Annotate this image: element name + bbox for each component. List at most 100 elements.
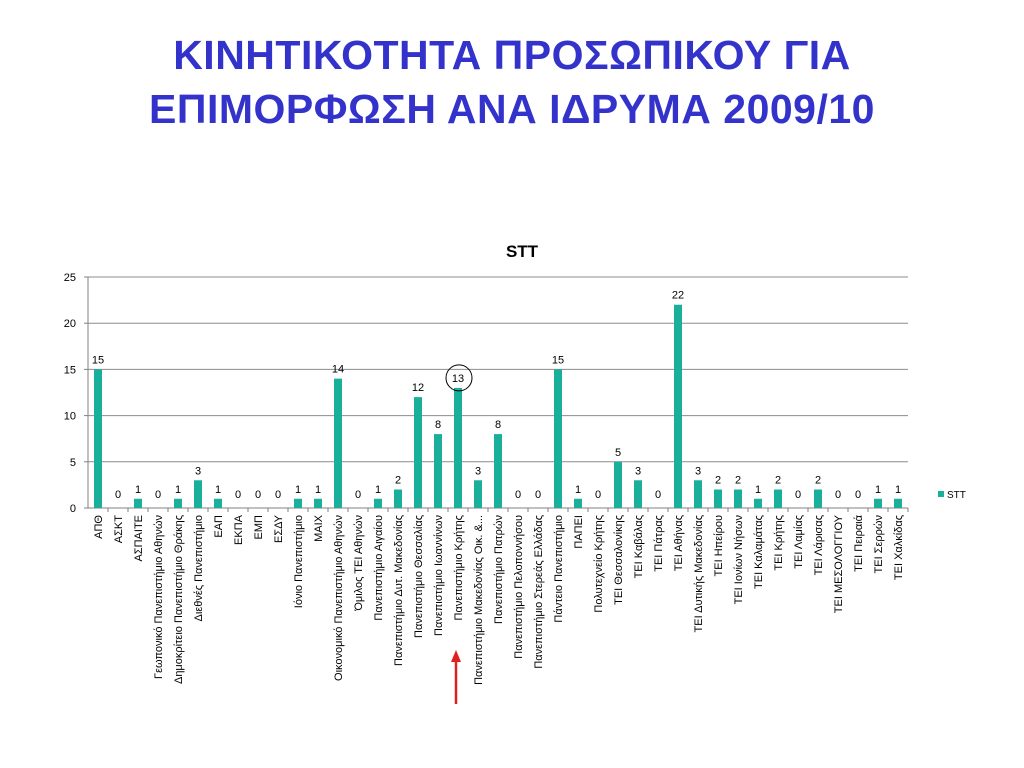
data-label: 12 <box>412 382 424 394</box>
x-axis: ΑΠΘ ΑΣΚΤ ΑΣΠΑΙΤΕ Γεωπονικό Πανεπιστήμιο Αθη… <box>93 508 909 685</box>
x-tick-label: Πανεπιστήμιο Ιωαννίνων <box>433 515 445 636</box>
bar <box>314 498 322 508</box>
bar <box>714 489 722 508</box>
x-tick-label: ΤΕΙ Λάρισας <box>813 515 825 575</box>
bar <box>734 489 742 508</box>
data-label: 14 <box>332 364 344 376</box>
data-label: 0 <box>595 489 601 501</box>
data-label: 13 <box>452 373 464 385</box>
annotations <box>445 364 473 704</box>
data-label: 1 <box>295 484 301 496</box>
x-tick-label: ΕΣΔΥ <box>273 514 285 543</box>
highlight-arrow-head <box>451 650 461 662</box>
x-tick-label: ΕΚΠΑ <box>233 514 245 545</box>
x-tick-label: ΤΕΙ Κρήτης <box>773 515 785 571</box>
bar <box>434 434 442 508</box>
legend-label: STT <box>947 490 966 501</box>
data-label: 0 <box>535 489 541 501</box>
y-axis: 0 5 10 15 20 25 <box>64 272 89 515</box>
x-tick-label: ΤΕΙ Καβάλας <box>633 515 645 578</box>
x-tick-label: Πανεπιστήμιο Αιγαίου <box>373 515 385 621</box>
data-label: 0 <box>655 489 661 501</box>
data-label: 0 <box>515 489 521 501</box>
bar <box>774 489 782 508</box>
bars <box>94 304 902 508</box>
bar <box>614 461 622 508</box>
x-tick-label: ΤΕΙ Δυτικής Μακεδονίας <box>693 515 705 632</box>
data-label: 1 <box>135 484 141 496</box>
x-tick-label: ΤΕΙ Αθήνας <box>673 515 685 571</box>
data-label: 3 <box>635 465 641 477</box>
x-tick-label: ΤΕΙ Ηπείρου <box>713 515 725 576</box>
x-tick-label: ΤΕΙ Πειραιά <box>853 514 865 572</box>
slide-title-line-1: ΚΙΝΗΤΙΚΟΤΗΤΑ ΠΡΟΣΩΠΙΚΟΥ ΓΙΑ <box>173 32 851 78</box>
x-tick-label: ΤΕΙ Ιονίων Νήσων <box>733 515 745 605</box>
x-tick-label: Πανεπιστήμιο Μακεδονίας Οικ. &... <box>473 515 485 685</box>
bar <box>494 434 502 508</box>
x-tick-label: Πανεπιστήμιο Πελοποννήσου <box>513 515 525 659</box>
data-label: 2 <box>815 475 821 487</box>
x-tick-label: Πανεπιστήμιο Θεσσαλίας <box>413 515 425 638</box>
bar <box>374 498 382 508</box>
data-label: 2 <box>715 475 721 487</box>
bar <box>454 387 462 508</box>
x-tick-label: ΕΜΠ <box>253 515 265 540</box>
data-label: 1 <box>755 484 761 496</box>
bar <box>694 480 702 508</box>
bar <box>394 489 402 508</box>
data-label: 22 <box>672 290 684 302</box>
data-label: 1 <box>215 484 221 496</box>
y-tick-label: 20 <box>64 318 76 330</box>
x-tick-label: ΜΑΙΧ <box>313 514 325 542</box>
data-label: 3 <box>475 465 481 477</box>
x-tick-label: Δημοκρίτειο Πανεπιστήμιο Θράκης <box>173 515 185 684</box>
y-tick-label: 0 <box>70 503 76 515</box>
bar <box>94 369 102 508</box>
data-label: 0 <box>795 489 801 501</box>
data-label: 8 <box>495 419 501 431</box>
bar <box>474 480 482 508</box>
bar <box>894 498 902 508</box>
data-label: 0 <box>275 489 281 501</box>
bar <box>414 397 422 508</box>
data-label: 0 <box>855 489 861 501</box>
x-tick-label: ΤΕΙ Χαλκίδας <box>893 515 905 580</box>
bar <box>134 498 142 508</box>
data-label: 3 <box>695 465 701 477</box>
x-tick-label: ΤΕΙ Καλαμάτας <box>753 515 765 589</box>
x-tick-label: ΤΕΙ Πάτρας <box>653 515 665 572</box>
data-label: 5 <box>615 447 621 459</box>
x-tick-label: Πάντειο Πανεπιστήμιο <box>553 515 565 623</box>
x-tick-label: ΤΕΙ Σερρών <box>873 515 885 574</box>
data-label: 2 <box>735 475 741 487</box>
x-tick-label: ΑΣΠΑΙΤΕ <box>133 515 145 562</box>
data-label: 0 <box>355 489 361 501</box>
bar <box>634 480 642 508</box>
data-label: 1 <box>375 484 381 496</box>
data-label: 2 <box>395 475 401 487</box>
bar <box>754 498 762 508</box>
x-tick-label: ΑΠΘ <box>93 515 105 539</box>
bar <box>174 498 182 508</box>
chart-title: STT <box>506 242 539 261</box>
y-tick-label: 15 <box>64 364 76 376</box>
slide-title-line-2: ΕΠΙΜΟΡΦΩΣΗ ΑΝΑ ΙΔΡΥΜΑ 2009/10 <box>149 86 875 132</box>
x-tick-label: Πανεπιστήμιο Πατρών <box>493 515 505 624</box>
x-tick-label: ΤΕΙ Λαμίας <box>793 515 805 569</box>
data-label: 0 <box>155 489 161 501</box>
bar <box>574 498 582 508</box>
x-tick-label: Πανεπιστήμιο Δυτ. Μακεδονίας <box>393 515 405 666</box>
x-tick-label: ΤΕΙ ΜΕΣΟΛΟΓΓΙΟΥ <box>833 514 845 613</box>
data-label: 1 <box>575 484 581 496</box>
legend: STT <box>938 490 966 501</box>
bar <box>874 498 882 508</box>
data-label: 0 <box>255 489 261 501</box>
x-tick-label: Πολυτεχνείο Κρήτης <box>593 515 605 613</box>
x-tick-label: Οικονομικό Πανεπιστήμιο Αθηνών <box>333 515 345 681</box>
data-label: 0 <box>115 489 121 501</box>
x-tick-label: Ιόνιο Πανεπιστήμιο <box>293 515 305 608</box>
x-tick-label: Όμιλος ΤΕΙ Αθηνών <box>353 515 365 612</box>
x-tick-label: ΑΣΚΤ <box>113 515 125 543</box>
bar <box>334 378 342 508</box>
